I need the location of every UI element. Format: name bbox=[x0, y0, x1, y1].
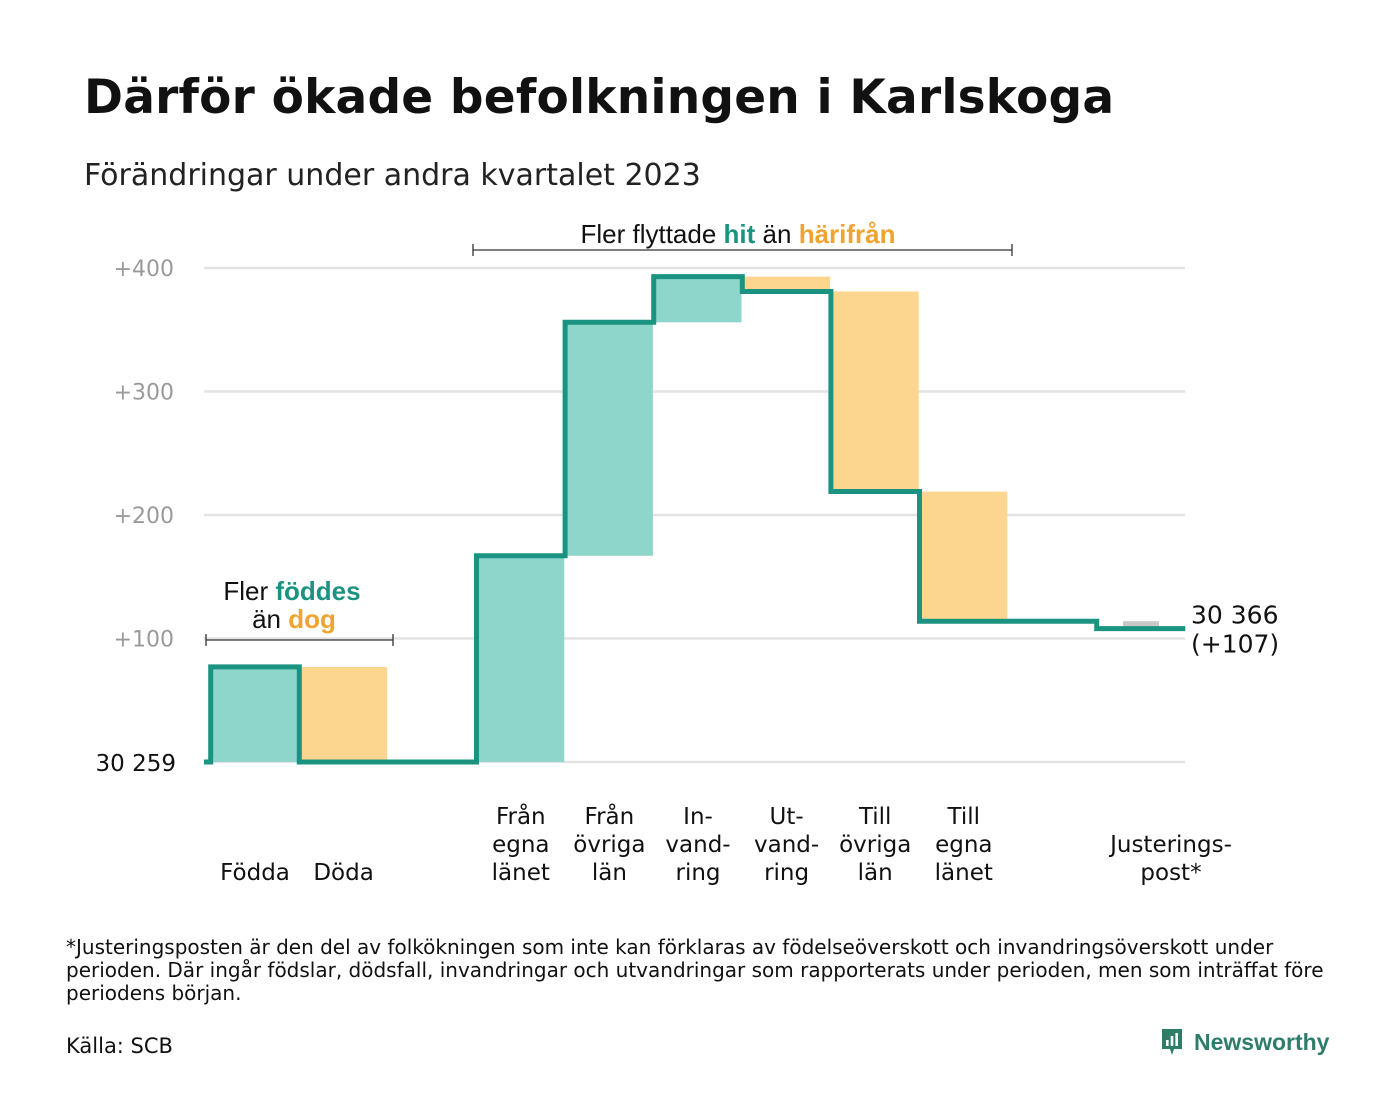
moves-bracket bbox=[472, 244, 1013, 256]
category-label: Från bbox=[585, 802, 635, 830]
moves-annotation: Fler flyttade hit än härifrån bbox=[580, 219, 895, 249]
category-label: ring bbox=[764, 860, 809, 886]
bar-födda bbox=[211, 666, 299, 762]
births-annotation-line2: än dog bbox=[252, 604, 336, 634]
bar-från-egna-länet bbox=[477, 555, 565, 762]
category-label: länet bbox=[492, 860, 550, 886]
step-line bbox=[204, 274, 1186, 765]
category-label: Till bbox=[858, 804, 892, 830]
y-tick-label: +100 bbox=[114, 628, 174, 653]
source-note: Källa: SCB bbox=[66, 1034, 173, 1058]
moves-annotation-prefix: Fler flyttade bbox=[580, 219, 723, 249]
category-label: vand- bbox=[754, 832, 819, 858]
bar-utvandring bbox=[743, 276, 831, 292]
births-annotation-highlight: föddes bbox=[275, 576, 360, 606]
category-label: Döda bbox=[313, 860, 373, 886]
births-bracket bbox=[205, 634, 394, 646]
deaths-annotation-prefix: än bbox=[252, 604, 288, 634]
category-label: Ut- bbox=[770, 804, 804, 830]
bar-justeringspost- bbox=[1123, 621, 1159, 629]
y-tick-label: +200 bbox=[114, 504, 174, 529]
chart-subtitle: Förändringar under andra kvartalet 2023 bbox=[84, 158, 701, 193]
bar-till-egna-länet bbox=[920, 491, 1008, 622]
category-label: vand- bbox=[665, 832, 730, 858]
category-label: egna bbox=[492, 832, 549, 858]
step-line-group bbox=[204, 274, 1186, 765]
bars bbox=[211, 276, 1159, 762]
category-label: län bbox=[592, 860, 627, 886]
annotations: Fler föddes än dog Fler flyttade hit än … bbox=[205, 219, 1013, 646]
end-value-label: 30 366 bbox=[1191, 601, 1278, 630]
y-tick-label: +300 bbox=[114, 381, 174, 406]
deaths-annotation-highlight: dog bbox=[288, 604, 336, 634]
category-label: Födda bbox=[220, 860, 290, 886]
end-change-label: (+107) bbox=[1191, 630, 1279, 659]
category-label: övriga bbox=[573, 832, 645, 858]
category-label: länet bbox=[935, 860, 993, 886]
bar-invandring bbox=[654, 276, 742, 323]
bar-till-övriga-län bbox=[831, 291, 919, 492]
newsworthy-logo-icon bbox=[1162, 1029, 1182, 1055]
brand-name: Newsworthy bbox=[1194, 1028, 1330, 1055]
category-label: In- bbox=[683, 804, 713, 830]
moves-annotation-highlight-harifran: härifrån bbox=[799, 219, 896, 249]
bar-döda bbox=[300, 666, 388, 762]
category-label: Från bbox=[496, 802, 546, 830]
moves-annotation-highlight-hit: hit bbox=[724, 219, 756, 249]
category-label: egna bbox=[935, 832, 992, 858]
category-label: post* bbox=[1140, 860, 1201, 886]
births-annotation-prefix: Fler bbox=[223, 576, 275, 606]
footnote: *Justeringsposten är den del av folkökni… bbox=[66, 935, 1324, 1005]
category-label: län bbox=[858, 860, 893, 886]
category-label: ring bbox=[675, 860, 720, 886]
category-label: övriga bbox=[839, 832, 911, 858]
bar-från-övriga-län bbox=[565, 322, 653, 556]
births-annotation-line1: Fler föddes bbox=[223, 576, 360, 606]
waterfall-chart: Fler föddes än dog Fler flyttade hit än … bbox=[96, 219, 1280, 886]
y-tick-label: +400 bbox=[114, 257, 174, 282]
chart-title: Därför ökade befolkningen i Karlskoga bbox=[84, 70, 1115, 125]
base-value-label: 30 259 bbox=[96, 751, 176, 777]
moves-annotation-middle: än bbox=[755, 219, 798, 249]
category-label: Justerings- bbox=[1108, 832, 1232, 858]
brand[interactable]: Newsworthy bbox=[1160, 1027, 1329, 1057]
category-label: Till bbox=[947, 804, 981, 830]
